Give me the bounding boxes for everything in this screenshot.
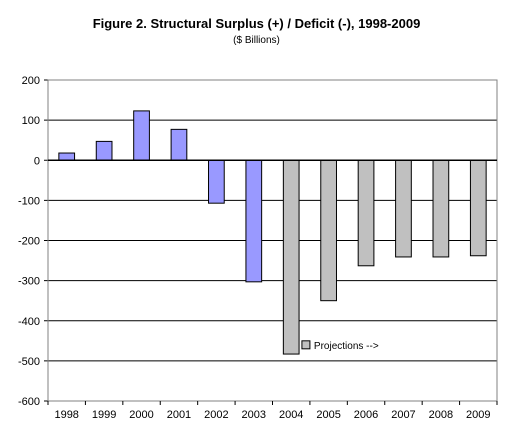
x-tick-label: 2001 xyxy=(167,409,191,421)
x-tick-label: 2004 xyxy=(279,409,303,421)
chart-title: Figure 2. Structural Surplus (+) / Defic… xyxy=(92,16,421,31)
y-tick-label: 200 xyxy=(22,75,40,87)
x-tick-label: 2002 xyxy=(204,409,228,421)
bar-projection xyxy=(320,159,337,302)
y-tick-label: -100 xyxy=(18,195,40,207)
chart-subtitle: ($ Billions) xyxy=(233,35,280,46)
bar-projection xyxy=(469,159,487,257)
x-tick-label: 2008 xyxy=(429,409,453,421)
bar-actual xyxy=(58,152,76,161)
bar-actual xyxy=(95,140,113,161)
y-tick-label: -200 xyxy=(18,236,40,248)
bar-projection xyxy=(282,159,300,355)
x-tick-label: 2005 xyxy=(316,409,340,421)
y-tick-label: -300 xyxy=(18,276,40,288)
y-tick-label: -600 xyxy=(18,396,40,408)
y-tick-label: -400 xyxy=(18,316,40,328)
x-tick-label: 2009 xyxy=(466,409,490,421)
bar-actual xyxy=(208,159,225,204)
projection-annotation: Projections --> xyxy=(314,341,379,352)
x-tick-label: 2006 xyxy=(354,409,378,421)
bar-actual xyxy=(170,128,188,161)
bar-projection xyxy=(357,159,375,267)
projection-legend-swatch xyxy=(301,340,311,350)
bar-projection xyxy=(395,159,412,258)
x-tick-label: 2000 xyxy=(129,409,153,421)
x-tick-label: 2003 xyxy=(242,409,266,421)
bar-actual xyxy=(133,110,150,161)
x-tick-label: 2007 xyxy=(391,409,415,421)
bar-actual xyxy=(245,159,263,283)
y-tick-label: 0 xyxy=(34,155,40,167)
y-tick-label: -500 xyxy=(18,356,40,368)
x-tick-label: 1999 xyxy=(92,409,116,421)
bar-projection xyxy=(432,159,450,258)
x-tick-label: 1998 xyxy=(54,409,78,421)
y-tick-label: 100 xyxy=(22,115,40,127)
